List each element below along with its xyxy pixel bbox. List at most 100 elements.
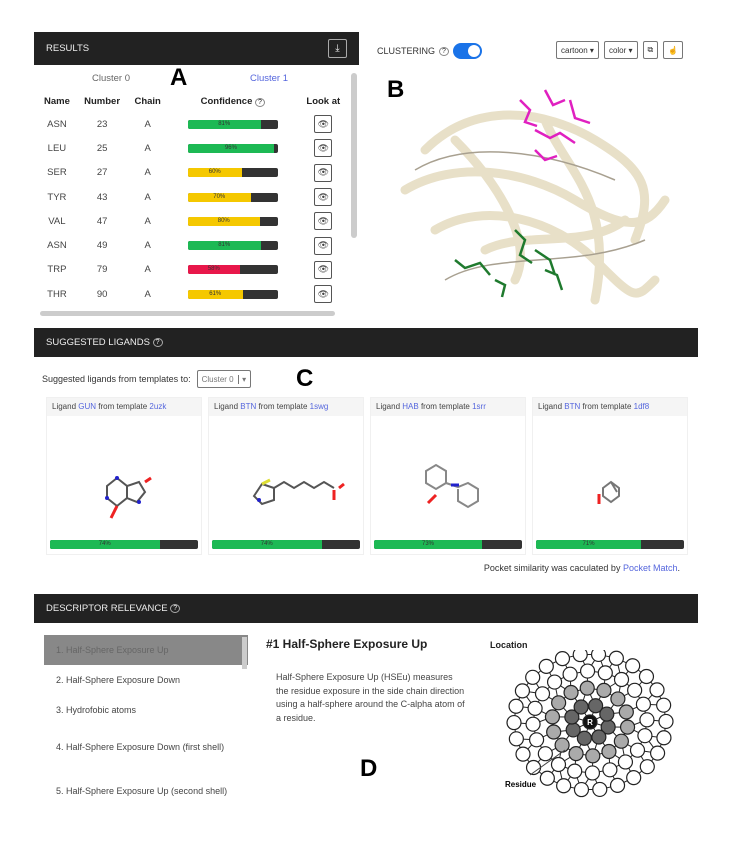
ligand-title: Ligand HAB from template 1srr	[371, 398, 525, 416]
residue-node	[590, 650, 607, 663]
template-link[interactable]: 2uzk	[149, 402, 167, 411]
ligand-structure[interactable]	[209, 416, 365, 536]
residue-node	[563, 684, 579, 701]
cluster-select[interactable]: Cluster 0 ▾	[196, 370, 252, 388]
template-link[interactable]: 1srr	[472, 402, 486, 411]
help-icon[interactable]: ?	[170, 604, 181, 613]
ligand-structure[interactable]	[533, 416, 689, 536]
confidence-bar: 81%	[187, 119, 278, 129]
residue-node	[506, 714, 522, 731]
residue-node	[635, 696, 652, 712]
table-row: ASN 23 A 81% 👁	[38, 112, 348, 136]
table-row: ASN 49 A 81% 👁	[38, 233, 348, 257]
results-table: Name Number Chain Confidence ? Look at A…	[38, 90, 348, 306]
descriptor-item[interactable]: 5. Half-Sphere Exposure Up (second shell…	[56, 786, 228, 796]
residue-node	[582, 714, 598, 730]
help-icon[interactable]: ?	[439, 46, 449, 56]
residue-name: THR	[47, 288, 67, 300]
look-at-button[interactable]: 👁	[314, 139, 333, 158]
residue-node	[609, 777, 626, 793]
template-link[interactable]: 1df8	[633, 402, 650, 411]
ligand-code-link[interactable]: BTN	[240, 402, 257, 411]
residue-chain: A	[144, 191, 151, 203]
residue-node	[550, 756, 567, 773]
ligand-card: Ligand BTN from template 1df8 71%	[532, 397, 688, 555]
color-select[interactable]: color ▾	[603, 41, 638, 59]
residue-node	[527, 700, 543, 716]
ligand-structure[interactable]	[47, 416, 203, 536]
pocket-match-link[interactable]: Pocket Match	[622, 563, 678, 573]
look-at-button[interactable]: 👁	[314, 260, 333, 279]
residue-name: ASN	[47, 118, 67, 130]
similarity-value: 74%	[50, 540, 160, 549]
confidence-bar: 58%	[187, 265, 278, 275]
residue-node	[554, 737, 570, 753]
residue-node	[565, 722, 581, 738]
residue-node	[562, 666, 578, 682]
descriptor-title: DESCRIPTOR RELEVANCE	[46, 603, 168, 614]
confidence-value: 58%	[187, 265, 240, 275]
similarity-value: 71%	[536, 540, 642, 549]
col-number: Number	[84, 95, 121, 107]
ligand-code-link[interactable]: GUN	[78, 402, 97, 411]
residue-node	[538, 658, 554, 674]
descriptor-item[interactable]: 3. Hydrofobic atoms	[56, 705, 137, 715]
screenshot-button[interactable]: ⧉	[642, 41, 659, 59]
look-at-button[interactable]: 👁	[314, 115, 333, 134]
ligand-structure[interactable]	[371, 416, 527, 536]
eye-icon: 👁	[317, 264, 329, 275]
style-select[interactable]: cartoon ▾	[556, 41, 599, 59]
protein-viewer[interactable]	[395, 80, 705, 320]
tab-cluster-1[interactable]: Cluster 1	[250, 73, 289, 84]
descriptor-heading: #1 Half-Sphere Exposure Up	[266, 637, 428, 651]
help-icon[interactable]: ?	[152, 338, 163, 347]
ligand-code-link[interactable]: HAB	[402, 402, 419, 411]
ligand-title: Ligand GUN from template 2uzk	[47, 398, 201, 416]
similarity-bar: 74%	[50, 540, 198, 549]
tab-cluster-0[interactable]: Cluster 0	[92, 73, 131, 84]
residue-node	[525, 716, 541, 732]
descriptor-item[interactable]: 2. Half-Sphere Exposure Down	[56, 675, 181, 685]
vertical-scrollbar[interactable]	[351, 73, 357, 238]
clustering-toggle-group: CLUSTERING ?	[377, 43, 482, 59]
look-at-button[interactable]: 👁	[314, 236, 333, 255]
look-at-button[interactable]: 👁	[314, 285, 333, 304]
residue-node	[649, 745, 666, 761]
confidence-value: 96%	[187, 143, 275, 153]
pocket-similarity-note: Pocket similarity was caculated by Pocke…	[483, 563, 680, 573]
ligand-title: Ligand BTN from template 1swg	[209, 398, 363, 416]
ligand-code-link[interactable]: BTN	[564, 402, 581, 411]
residue-node	[601, 743, 617, 760]
descriptor-item[interactable]: 4. Half-Sphere Exposure Down (first shel…	[56, 742, 225, 752]
residue-node	[576, 730, 592, 746]
horizontal-scrollbar[interactable]	[40, 311, 335, 316]
eye-icon: 👁	[317, 288, 329, 299]
download-button[interactable]: ⤓	[328, 39, 347, 58]
pointer-button[interactable]: ☝	[663, 41, 684, 59]
residue-name: LEU	[47, 142, 67, 154]
confidence-value: 61%	[187, 289, 243, 299]
vertical-scrollbar[interactable]	[242, 637, 247, 669]
look-at-button[interactable]: 👁	[314, 188, 333, 207]
table-row: LEU 25 A 96% 👁	[38, 136, 348, 160]
center-label: R	[587, 718, 593, 727]
residue-node	[656, 697, 672, 713]
col-name: Name	[43, 95, 70, 107]
residue-number: 47	[96, 215, 108, 227]
residue-chain: A	[144, 288, 151, 300]
descriptor-item[interactable]: 1. Half-Sphere Exposure Up	[44, 635, 248, 665]
col-chain: Chain	[134, 95, 161, 107]
residue-node	[619, 719, 636, 735]
look-at-button[interactable]: 👁	[314, 212, 333, 231]
template-link[interactable]: 1swg	[309, 402, 329, 411]
residue-label: Residue	[505, 780, 537, 789]
help-icon[interactable]: ?	[255, 97, 265, 107]
residue-node	[525, 669, 541, 685]
look-at-button[interactable]: 👁	[314, 163, 333, 182]
residue-node	[568, 746, 584, 762]
similarity-bar: 74%	[212, 540, 360, 549]
residue-node	[579, 680, 595, 696]
clustering-toggle[interactable]	[452, 43, 482, 59]
residue-node	[515, 746, 531, 762]
similarity-value: 74%	[212, 540, 322, 549]
